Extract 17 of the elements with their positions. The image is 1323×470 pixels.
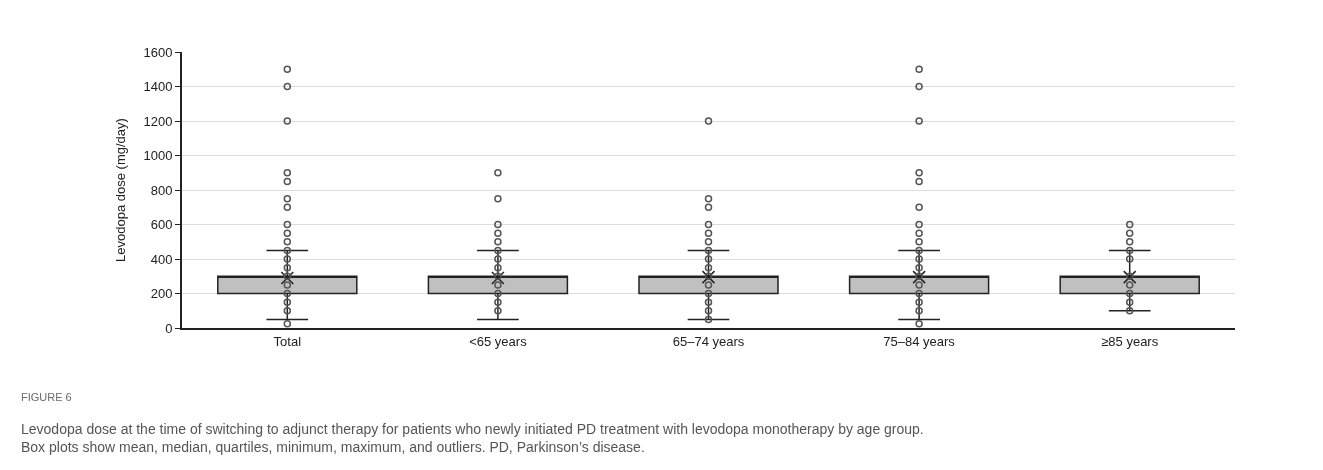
y-tick-label: 1000 [143, 148, 173, 164]
x-tick-label: 65–74 years [672, 333, 745, 349]
y-tick-label: 1200 [143, 113, 173, 129]
y-tick-label: 1600 [143, 44, 173, 60]
x-tick-label: <65 years [469, 333, 528, 349]
text: Levodopa dose at the time of switching to adjunct therapy for patients who newly initiated PD treatment with levodopa monotherapy by age group. Box plots show mean, median, quartiles, minimum, maximum, and outliers. PD, Parkinson’s disease. [21, 421, 924, 456]
y-axis-title: Levodopa dose (mg/day) [112, 118, 128, 262]
y-tick-label: 200 [150, 286, 173, 302]
y-tick-label: 600 [150, 217, 173, 233]
x-tick-label: Total [273, 333, 302, 349]
y-tick-label: 800 [150, 182, 173, 198]
y-tick-label: 0 [165, 320, 173, 336]
x-tick-label: ≥85 years [1101, 333, 1159, 349]
x-tick-label: 75–84 years [883, 333, 956, 349]
y-tick-label: 400 [150, 251, 173, 267]
caption: FIGURE 6 [21, 391, 72, 403]
y-tick-label: 1400 [143, 79, 173, 95]
